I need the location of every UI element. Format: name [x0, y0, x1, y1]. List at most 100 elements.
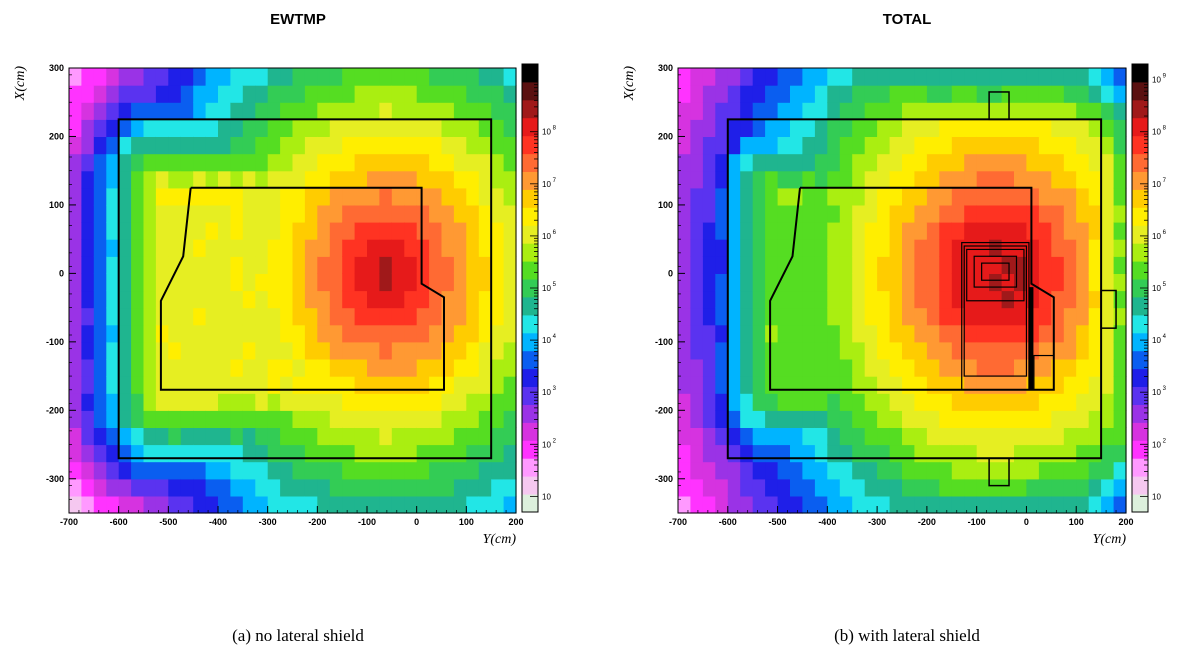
heatmap-cell: [453, 461, 467, 480]
heatmap-cell: [1113, 153, 1127, 172]
heatmap-cell: [727, 119, 741, 137]
heatmap-cell: [752, 376, 766, 394]
heatmap-cell: [280, 68, 294, 86]
heatmap-cell: [329, 461, 343, 480]
heatmap-cell: [939, 393, 953, 411]
heatmap-cell: [81, 256, 95, 274]
heatmap-cell: [155, 444, 169, 463]
heatmap-cell: [118, 341, 132, 360]
heatmap-cell: [267, 290, 281, 309]
heatmap-cell: [1051, 461, 1065, 480]
heatmap-cell: [926, 341, 940, 360]
heatmap-cell: [939, 85, 953, 103]
heatmap-cell: [864, 136, 878, 155]
heatmap-cell: [939, 136, 953, 155]
heatmap-cell: [877, 461, 891, 480]
heatmap-cell: [155, 461, 169, 480]
heatmap-cell: [864, 204, 878, 223]
shield-block-bottom: [988, 457, 1010, 487]
heatmap-cell: [864, 324, 878, 343]
heatmap-cell: [902, 359, 915, 377]
heatmap-cell: [441, 478, 455, 497]
heatmap-cell: [989, 153, 1003, 172]
heatmap-cell: [491, 410, 505, 428]
heatmap-cell: [193, 376, 207, 394]
heatmap-cell: [292, 444, 306, 463]
heatmap-cell: [827, 307, 841, 326]
heatmap-cell: [889, 410, 903, 428]
heatmap-cell: [1088, 256, 1102, 274]
y-tick-label: -300: [46, 474, 64, 484]
heatmap-cell: [914, 119, 928, 137]
heatmap-cell: [168, 376, 182, 394]
heatmap-cell: [989, 102, 1003, 120]
heatmap-cell: [416, 136, 430, 155]
heatmap-cell: [702, 359, 716, 377]
heatmap-cell: [1014, 495, 1027, 514]
heatmap-cell: [690, 376, 704, 394]
heatmap-cell: [839, 290, 853, 309]
colorbar-label: 10 2: [542, 438, 557, 449]
heatmap-cell: [1088, 376, 1102, 394]
heatmap-cell: [292, 359, 306, 377]
heatmap-cell: [143, 204, 157, 223]
heatmap-cell: [106, 153, 120, 172]
heatmap-cell: [715, 136, 729, 155]
heatmap-cell: [379, 393, 393, 411]
heatmap-cell: [939, 204, 953, 223]
heatmap-cell: [193, 68, 207, 86]
heatmap-cell: [1113, 170, 1127, 189]
heatmap-cell: [230, 273, 244, 292]
heatmap-cell: [715, 187, 729, 206]
heatmap-cell: [1014, 204, 1027, 223]
heatmap-cell: [106, 290, 120, 309]
heatmap-cell: [1063, 153, 1077, 172]
heatmap-cell: [1001, 427, 1015, 446]
heatmap-cell: [814, 256, 828, 274]
heatmap-cell: [342, 239, 356, 257]
heatmap-cell: [155, 187, 169, 206]
heatmap-cell: [342, 102, 356, 120]
heatmap-cell: [478, 376, 492, 394]
heatmap-cell: [491, 119, 505, 137]
heatmap-cell: [242, 393, 256, 411]
heatmap-cell: [391, 307, 405, 326]
heatmap-cell: [143, 307, 157, 326]
colorbar-swatch: [522, 440, 538, 459]
heatmap-cell: [690, 359, 704, 377]
heatmap-cell: [877, 85, 891, 103]
heatmap-cell: [1063, 376, 1077, 394]
heatmap-cell: [292, 170, 306, 189]
heatmap-cell: [827, 119, 841, 137]
heatmap-cell: [242, 495, 256, 514]
heatmap-cell: [1088, 324, 1102, 343]
heatmap-cell: [503, 85, 517, 103]
heatmap-cell: [678, 427, 691, 446]
heatmap-cell: [81, 376, 95, 394]
heatmap-cell: [367, 495, 380, 514]
heatmap-cell: [889, 136, 903, 155]
heatmap-cell: [1051, 187, 1065, 206]
heatmap-cell: [267, 359, 281, 377]
heatmap-cell: [1113, 495, 1127, 514]
heatmap-cell: [678, 461, 691, 480]
heatmap-cell: [342, 324, 356, 343]
heatmap-cell: [342, 478, 356, 497]
heatmap-cell: [1063, 68, 1077, 86]
heatmap-cell: [678, 341, 691, 360]
heatmap-cell: [93, 222, 107, 240]
heatmap-cell: [466, 222, 480, 240]
heatmap-cell: [802, 68, 816, 86]
heatmap-cell: [106, 341, 120, 360]
heatmap-cell: [93, 273, 107, 292]
heatmap-cell: [466, 273, 480, 292]
heatmap-cell: [814, 495, 828, 514]
heatmap-cell: [790, 290, 803, 309]
heatmap-cell: [802, 359, 816, 377]
heatmap-cell: [391, 136, 405, 155]
heatmap-cell: [317, 256, 331, 274]
colorbar-swatch: [522, 404, 538, 423]
heatmap-cell: [180, 410, 194, 428]
heatmap-cell: [193, 85, 207, 103]
colorbar-swatch: [522, 368, 538, 387]
